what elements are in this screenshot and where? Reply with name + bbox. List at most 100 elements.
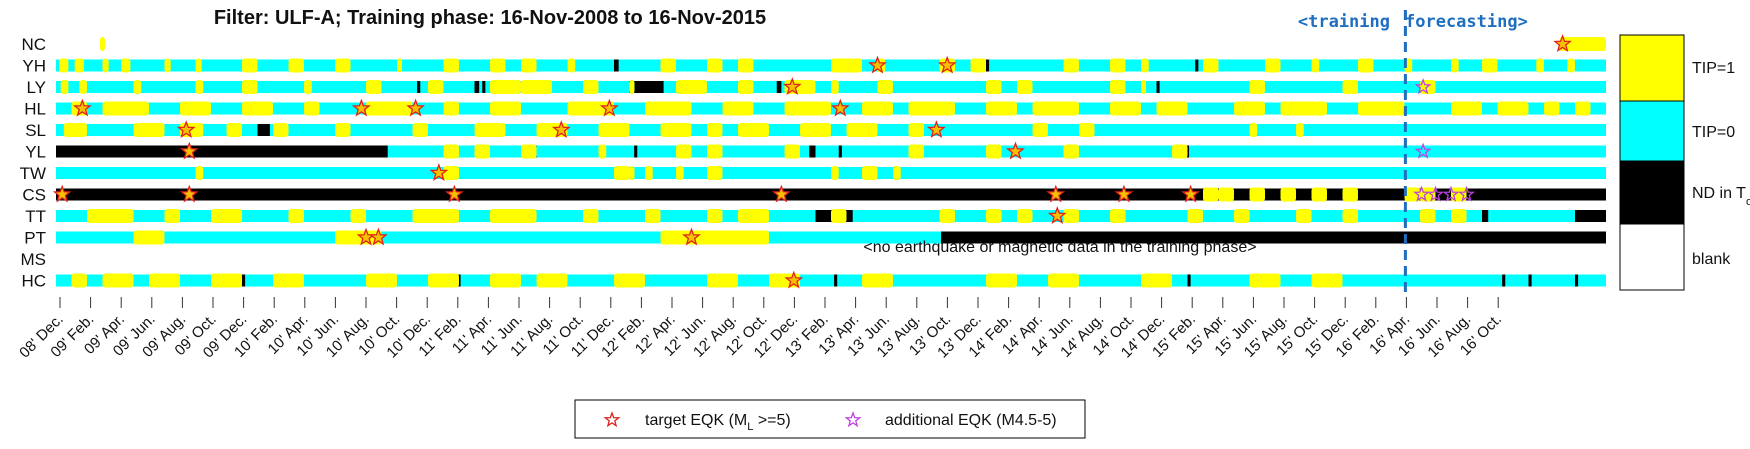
tip-segment xyxy=(645,101,692,116)
tip-segment xyxy=(1063,58,1079,73)
eqk-legend-box xyxy=(574,399,1086,439)
tip-segment xyxy=(707,58,723,73)
nd-segment xyxy=(474,81,480,93)
tip-segment xyxy=(1172,144,1188,159)
tip-segment xyxy=(1497,101,1529,116)
station-label-ms: MS xyxy=(21,250,47,269)
target-eqk-star xyxy=(1114,184,1134,203)
target-eqk-tail: >=5) xyxy=(753,412,790,429)
tip-segment xyxy=(1156,101,1188,116)
target-eqk-star xyxy=(784,270,804,289)
nd-segment xyxy=(1502,274,1506,287)
tip-segment xyxy=(598,144,607,159)
tip-segment xyxy=(567,58,576,73)
tip-segment xyxy=(366,80,382,94)
additional-eqk-star xyxy=(1414,78,1432,95)
nd-segment xyxy=(1195,59,1199,72)
tip-segment xyxy=(350,209,366,223)
tip-segment xyxy=(133,80,142,94)
tip-segment xyxy=(629,80,635,94)
tip-segment xyxy=(893,166,901,180)
tip-segment xyxy=(660,123,692,137)
tip-segment xyxy=(800,123,831,137)
target-eqk-star xyxy=(1046,184,1066,203)
target-eqk-star xyxy=(72,98,92,117)
tip-segment xyxy=(1249,123,1258,137)
station-label-yh: YH xyxy=(22,57,46,76)
nd-segment xyxy=(776,81,782,93)
target-eqk-star xyxy=(1181,184,1200,203)
legend-nd-label: ND in T xyxy=(1692,185,1746,202)
target-eqk-star xyxy=(52,184,72,203)
nd-segment xyxy=(1482,210,1489,222)
tip-segment xyxy=(660,230,769,245)
tip-segment xyxy=(59,58,69,73)
tip-segment xyxy=(1249,273,1281,288)
tip-segment xyxy=(273,123,289,137)
nd-segment xyxy=(56,188,1129,201)
forecasting-phase-label: forecasting> xyxy=(1405,12,1528,32)
tip-segment xyxy=(102,101,149,116)
tip-segment xyxy=(908,123,924,137)
tip-segment xyxy=(598,123,630,137)
target-eqk-star xyxy=(782,77,802,96)
tip-segment xyxy=(862,101,893,116)
target-eqk-star xyxy=(1005,141,1025,160)
tip-segment xyxy=(1280,187,1296,202)
tip-segment xyxy=(908,101,955,116)
tip-segment xyxy=(1358,101,1405,116)
station-row-hc xyxy=(56,270,1606,289)
nd-segment xyxy=(986,59,990,72)
legend-blank-label: blank xyxy=(1692,251,1731,268)
tip-segment xyxy=(1265,58,1281,73)
station-row-yh xyxy=(56,55,1606,74)
legend-tip0-label: TIP=0 xyxy=(1692,124,1735,141)
nd-segment xyxy=(629,81,661,93)
nd-segment xyxy=(482,81,486,93)
tip-segment xyxy=(614,273,645,288)
eqk-legend: target EQK (ML >=5) additional EQK (M4.5… xyxy=(574,399,1086,439)
tip-segment xyxy=(536,273,568,288)
tip-segment xyxy=(645,209,661,223)
tip-segment xyxy=(986,101,1017,116)
tip-segment xyxy=(195,166,204,180)
tip-segment xyxy=(707,123,723,137)
tip-segment xyxy=(1017,209,1033,223)
nd-segment xyxy=(56,145,388,158)
nd-segment xyxy=(242,274,246,287)
station-row-hl xyxy=(56,98,1606,117)
target-eqk-star xyxy=(179,184,199,203)
tip-segment xyxy=(738,80,754,94)
tip-segment xyxy=(1358,58,1374,73)
tip-segment xyxy=(1110,58,1126,73)
tip-segment xyxy=(304,101,320,116)
tip-segment xyxy=(1017,80,1033,94)
tip-segment xyxy=(180,101,211,116)
target-eqk-star xyxy=(599,98,619,117)
tip-segment xyxy=(288,209,304,223)
tip-segment xyxy=(1311,58,1320,73)
tip-segment xyxy=(1234,209,1250,223)
tip-segment xyxy=(784,101,831,116)
nd-segment xyxy=(1528,274,1532,287)
nd-segment xyxy=(1575,274,1579,287)
tip-segment xyxy=(242,58,258,73)
tip-segment xyxy=(645,166,653,180)
tip-segment xyxy=(443,144,459,159)
tip-segment xyxy=(629,166,635,180)
nd-segment xyxy=(1156,81,1160,93)
target-eqk-star xyxy=(1047,206,1067,224)
nd-segment xyxy=(634,145,638,158)
tip-segment xyxy=(862,166,878,180)
tip-segment xyxy=(133,230,165,245)
nd-segment xyxy=(834,274,838,287)
additional-eqk-star xyxy=(1427,185,1444,202)
tip-segment xyxy=(366,101,413,116)
nd-segment xyxy=(417,81,421,93)
tip-segment xyxy=(1342,187,1358,202)
station-row-sl xyxy=(56,120,1606,138)
tip-segment xyxy=(397,58,402,73)
tip-segment xyxy=(443,58,459,73)
tip-segment xyxy=(490,58,506,73)
tip-legend: TIP=1 TIP=0 ND in Tobs blank xyxy=(1619,34,1750,291)
